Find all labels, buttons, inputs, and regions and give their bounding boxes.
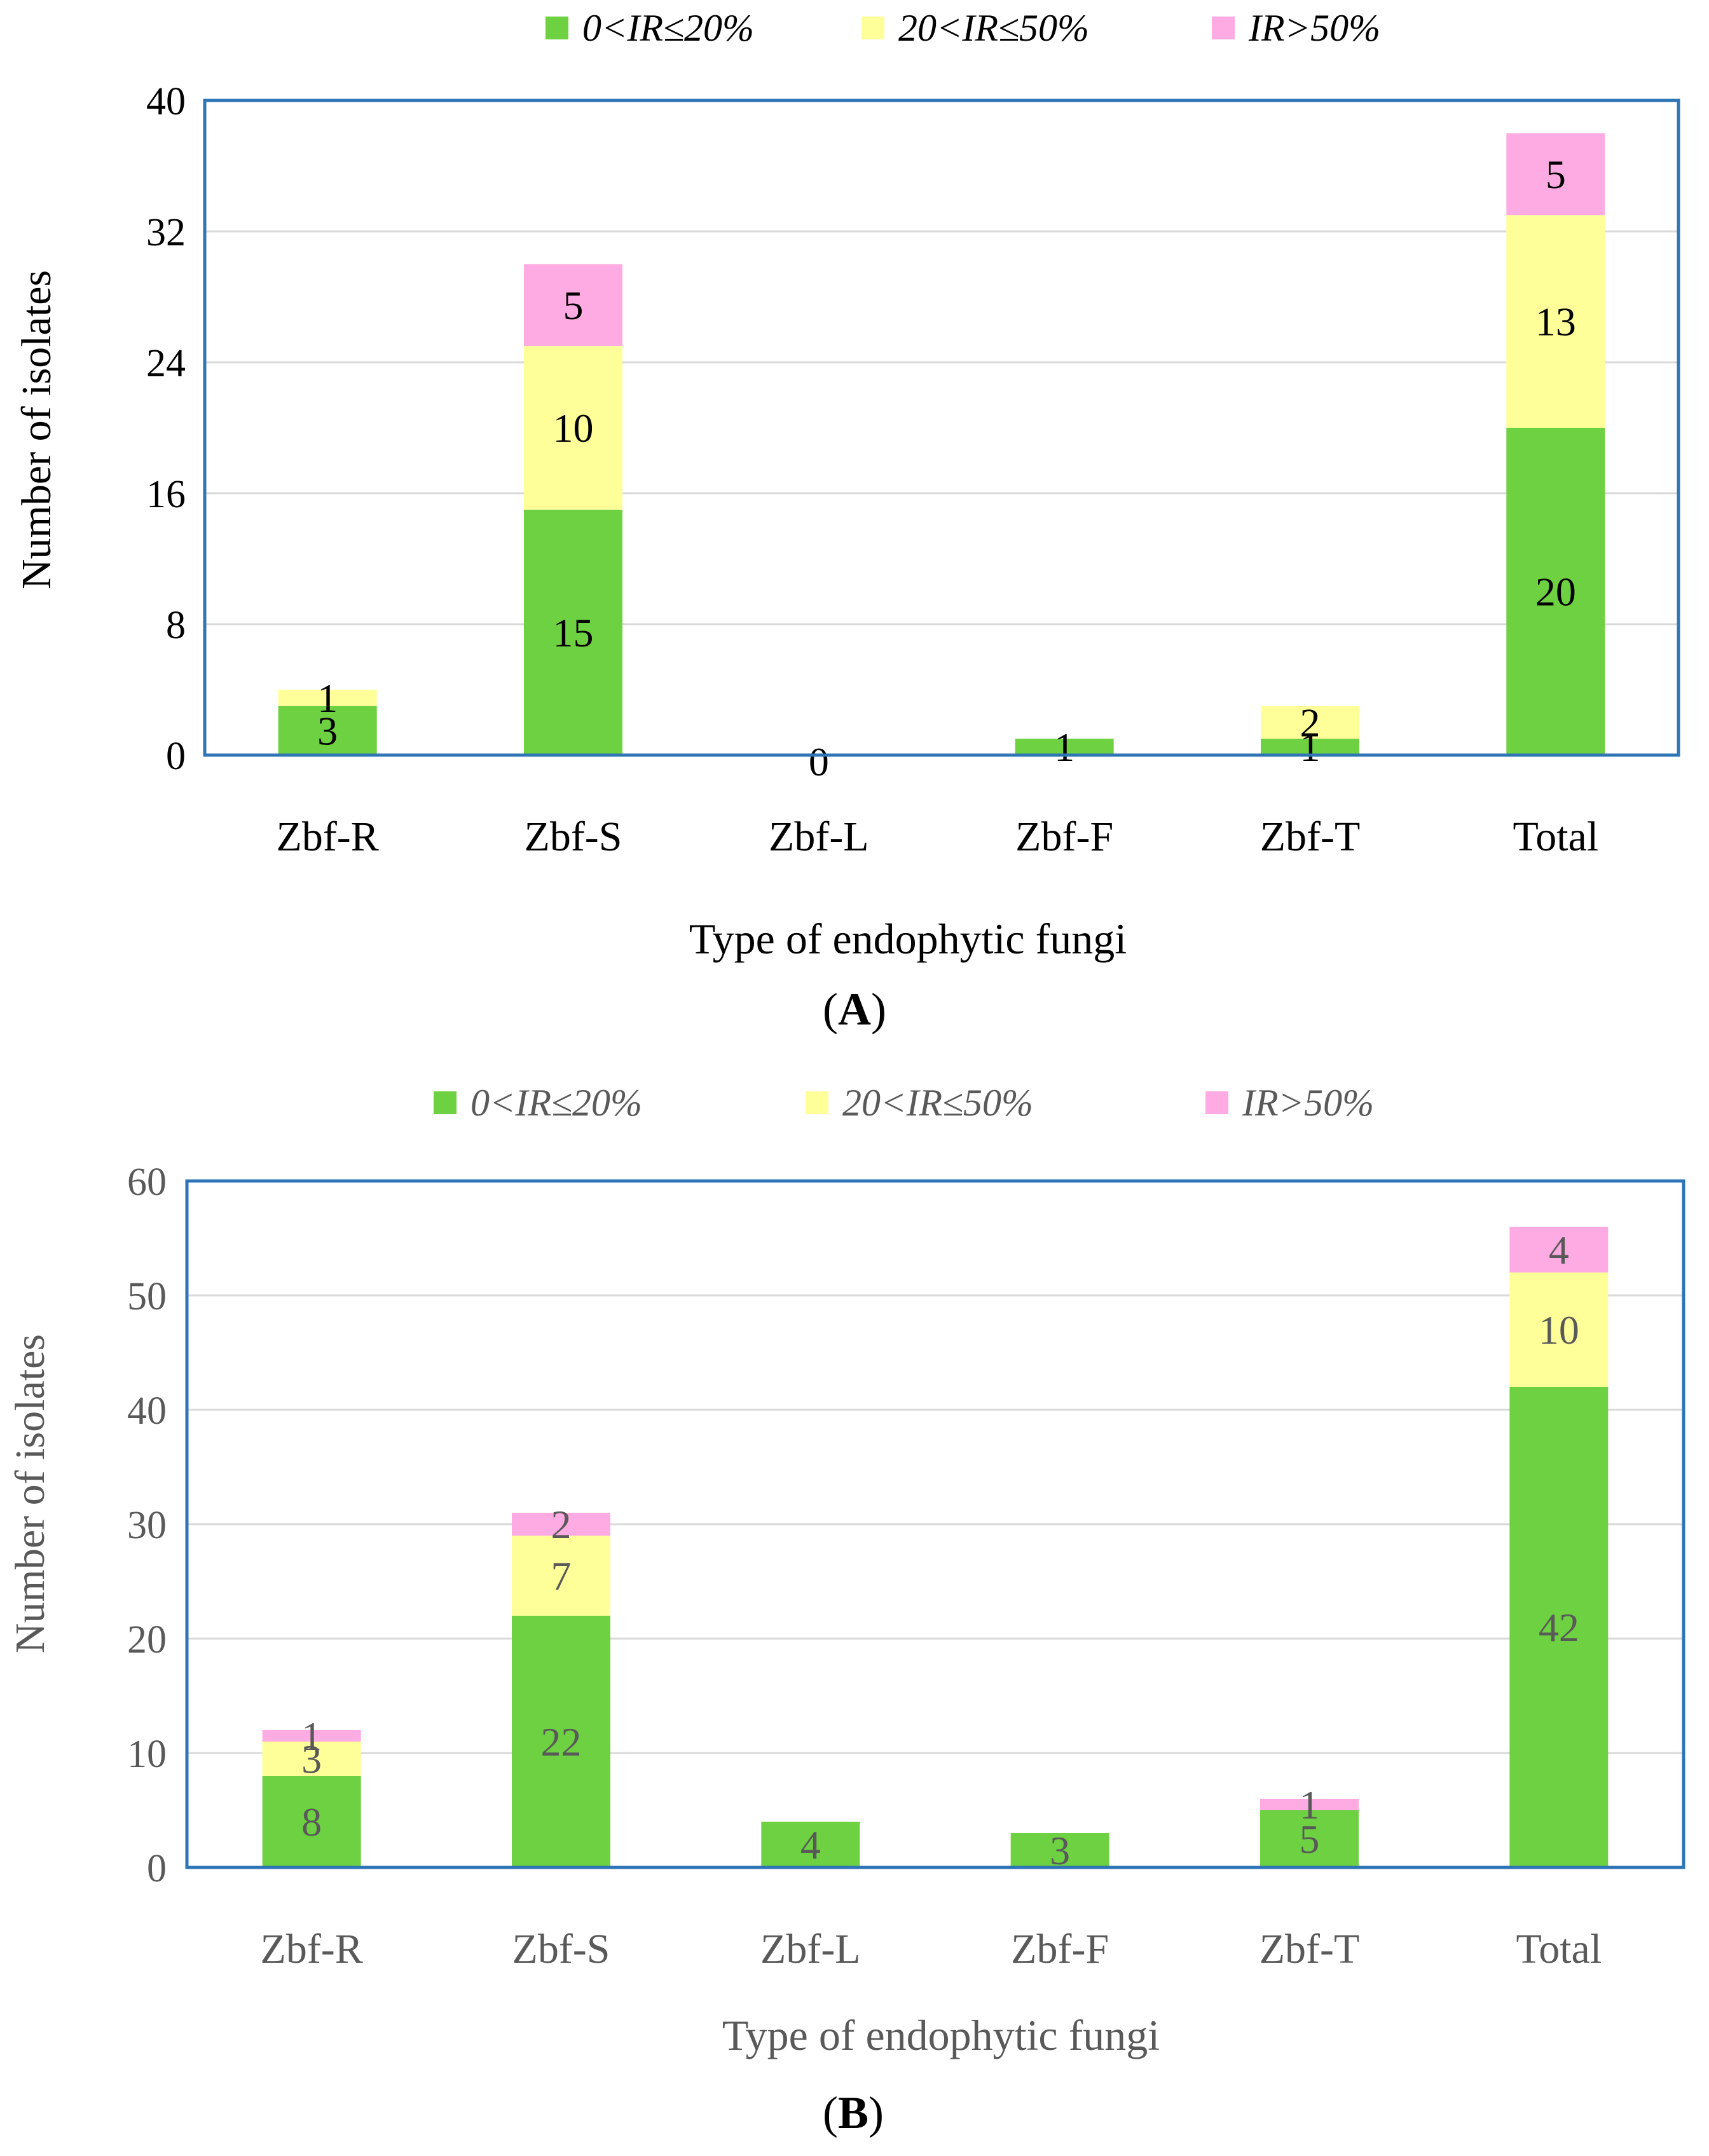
legend-label-1: 0<IR≤20% xyxy=(470,1082,642,1124)
data-label: 3 xyxy=(301,1736,322,1782)
y-tick-label: 24 xyxy=(146,342,186,385)
y-tick-label: 16 xyxy=(146,473,186,516)
data-label: 0 xyxy=(809,739,829,784)
chart-panel-b: 0 10 20 30 40 50 60 Zbf-R Zbf-S Zbf-L Zbf-F Zbf-T To… xyxy=(7,1082,1685,2138)
bar-zbf-s-series-2 xyxy=(524,346,622,510)
bar-zbf-r-series-1 xyxy=(278,706,377,755)
x-tick-label: Zbf-R xyxy=(277,814,379,860)
x-axis-title: Type of endophytic fungi xyxy=(689,915,1127,963)
data-label: 5 xyxy=(1546,152,1566,197)
y-tick-label: 0 xyxy=(166,735,186,778)
panel-label: (B) xyxy=(823,2087,884,2138)
data-label: 1 xyxy=(1300,1782,1320,1827)
data-label: 13 xyxy=(1535,299,1576,345)
bar-zbf-r-series-1 xyxy=(262,1776,361,1867)
data-label: 5 xyxy=(1300,1817,1320,1862)
data-label: 22 xyxy=(541,1719,582,1764)
y-tick-label: 60 xyxy=(127,1161,167,1204)
bar-total-series-3 xyxy=(1509,1227,1609,1272)
bar-zbf-f-series-1 xyxy=(1010,1833,1109,1867)
bar-zbf-t-series-1 xyxy=(1260,1810,1359,1867)
bar-total-series-1 xyxy=(1509,1387,1609,1867)
data-label: 4 xyxy=(800,1822,821,1867)
x-tick-label: Total xyxy=(1516,1926,1602,1972)
bar-total-series-2 xyxy=(1506,215,1605,428)
legend-swatch-3 xyxy=(1205,1091,1228,1114)
bar-total-series-1 xyxy=(1506,428,1605,755)
bar-zbf-s-series-1 xyxy=(512,1616,610,1867)
data-label: 1 xyxy=(317,676,338,721)
x-tick-label: Zbf-S xyxy=(512,1926,610,1972)
y-axis-title: Number of isolates xyxy=(7,1334,53,1653)
bar-zbf-f-series-1 xyxy=(1015,739,1114,755)
data-label: 2 xyxy=(551,1502,572,1547)
data-label: 42 xyxy=(1539,1605,1579,1650)
legend-swatch-3 xyxy=(1212,17,1235,39)
x-tick-label: Zbf-L xyxy=(760,1926,861,1972)
x-tick-label: Zbf-T xyxy=(1259,1926,1360,1972)
legend-label-2: 20<IR≤50% xyxy=(842,1082,1033,1124)
x-tick-label: Zbf-T xyxy=(1260,814,1361,860)
y-tick-label: 10 xyxy=(127,1733,167,1776)
data-label: 2 xyxy=(1300,700,1321,746)
bar-zbf-s-series-1 xyxy=(524,509,622,755)
legend-label-2: 20<IR≤50% xyxy=(898,7,1089,49)
bar-zbf-t-series-3 xyxy=(1260,1799,1359,1810)
x-axis-title: Type of endophytic fungi xyxy=(722,2011,1160,2059)
bar-total-series-2 xyxy=(1509,1272,1609,1387)
bar-zbf-s-series-2 xyxy=(512,1536,610,1616)
y-tick-label: 50 xyxy=(127,1275,167,1318)
x-tick-label: Zbf-F xyxy=(1015,814,1113,860)
data-label: 1 xyxy=(1054,725,1074,770)
x-tick-label: Zbf-L xyxy=(769,814,869,860)
bar-zbf-t-series-2 xyxy=(1261,706,1359,739)
data-label: 3 xyxy=(317,708,338,753)
data-label: 5 xyxy=(563,283,584,328)
data-label: 8 xyxy=(301,1799,322,1845)
legend-label-1: 0<IR≤20% xyxy=(582,7,754,49)
x-tick-label: Zbf-F xyxy=(1011,1926,1109,1972)
y-axis-title: Number of isolates xyxy=(13,270,60,589)
data-label: 20 xyxy=(1535,570,1576,615)
bar-zbf-t-series-1 xyxy=(1261,739,1359,755)
x-tick-label: Zbf-S xyxy=(525,814,622,860)
data-label: 10 xyxy=(1539,1307,1579,1353)
bar-zbf-s-series-3 xyxy=(524,264,622,346)
panel-label: (A) xyxy=(823,984,886,1035)
bar-zbf-r-series-2 xyxy=(262,1742,361,1776)
x-tick-label: Total xyxy=(1513,814,1598,860)
legend-swatch-2 xyxy=(806,1091,828,1114)
y-tick-label: 40 xyxy=(127,1389,167,1433)
data-label: 4 xyxy=(1549,1227,1569,1272)
bar-zbf-s-series-3 xyxy=(512,1513,610,1536)
data-label: 7 xyxy=(551,1553,572,1599)
bar-zbf-r-series-3 xyxy=(262,1730,361,1742)
data-label: 15 xyxy=(553,610,594,655)
legend-swatch-2 xyxy=(861,17,884,39)
legend-swatch-1 xyxy=(546,17,568,39)
legend-label-3: IR>50% xyxy=(1242,1082,1374,1124)
y-tick-label: 20 xyxy=(127,1618,167,1661)
bar-total-series-3 xyxy=(1506,133,1605,215)
data-label: 1 xyxy=(1300,725,1321,770)
legend-swatch-1 xyxy=(434,1091,456,1114)
y-tick-label: 32 xyxy=(146,211,186,254)
bar-zbf-l-series-1 xyxy=(761,1822,860,1867)
bar-zbf-r-series-2 xyxy=(278,690,377,706)
plot-frame xyxy=(203,99,1680,757)
y-tick-label: 0 xyxy=(147,1847,167,1890)
data-label: 1 xyxy=(301,1714,322,1759)
data-label: 3 xyxy=(1050,1828,1070,1873)
legend-label-3: IR>50% xyxy=(1248,7,1380,49)
x-tick-label: Zbf-R xyxy=(261,1926,363,1972)
y-tick-label: 8 xyxy=(166,604,186,647)
y-tick-label: 40 xyxy=(146,80,186,123)
data-label: 10 xyxy=(553,406,594,451)
plot-frame xyxy=(185,1179,1685,1869)
y-tick-label: 30 xyxy=(127,1504,167,1547)
